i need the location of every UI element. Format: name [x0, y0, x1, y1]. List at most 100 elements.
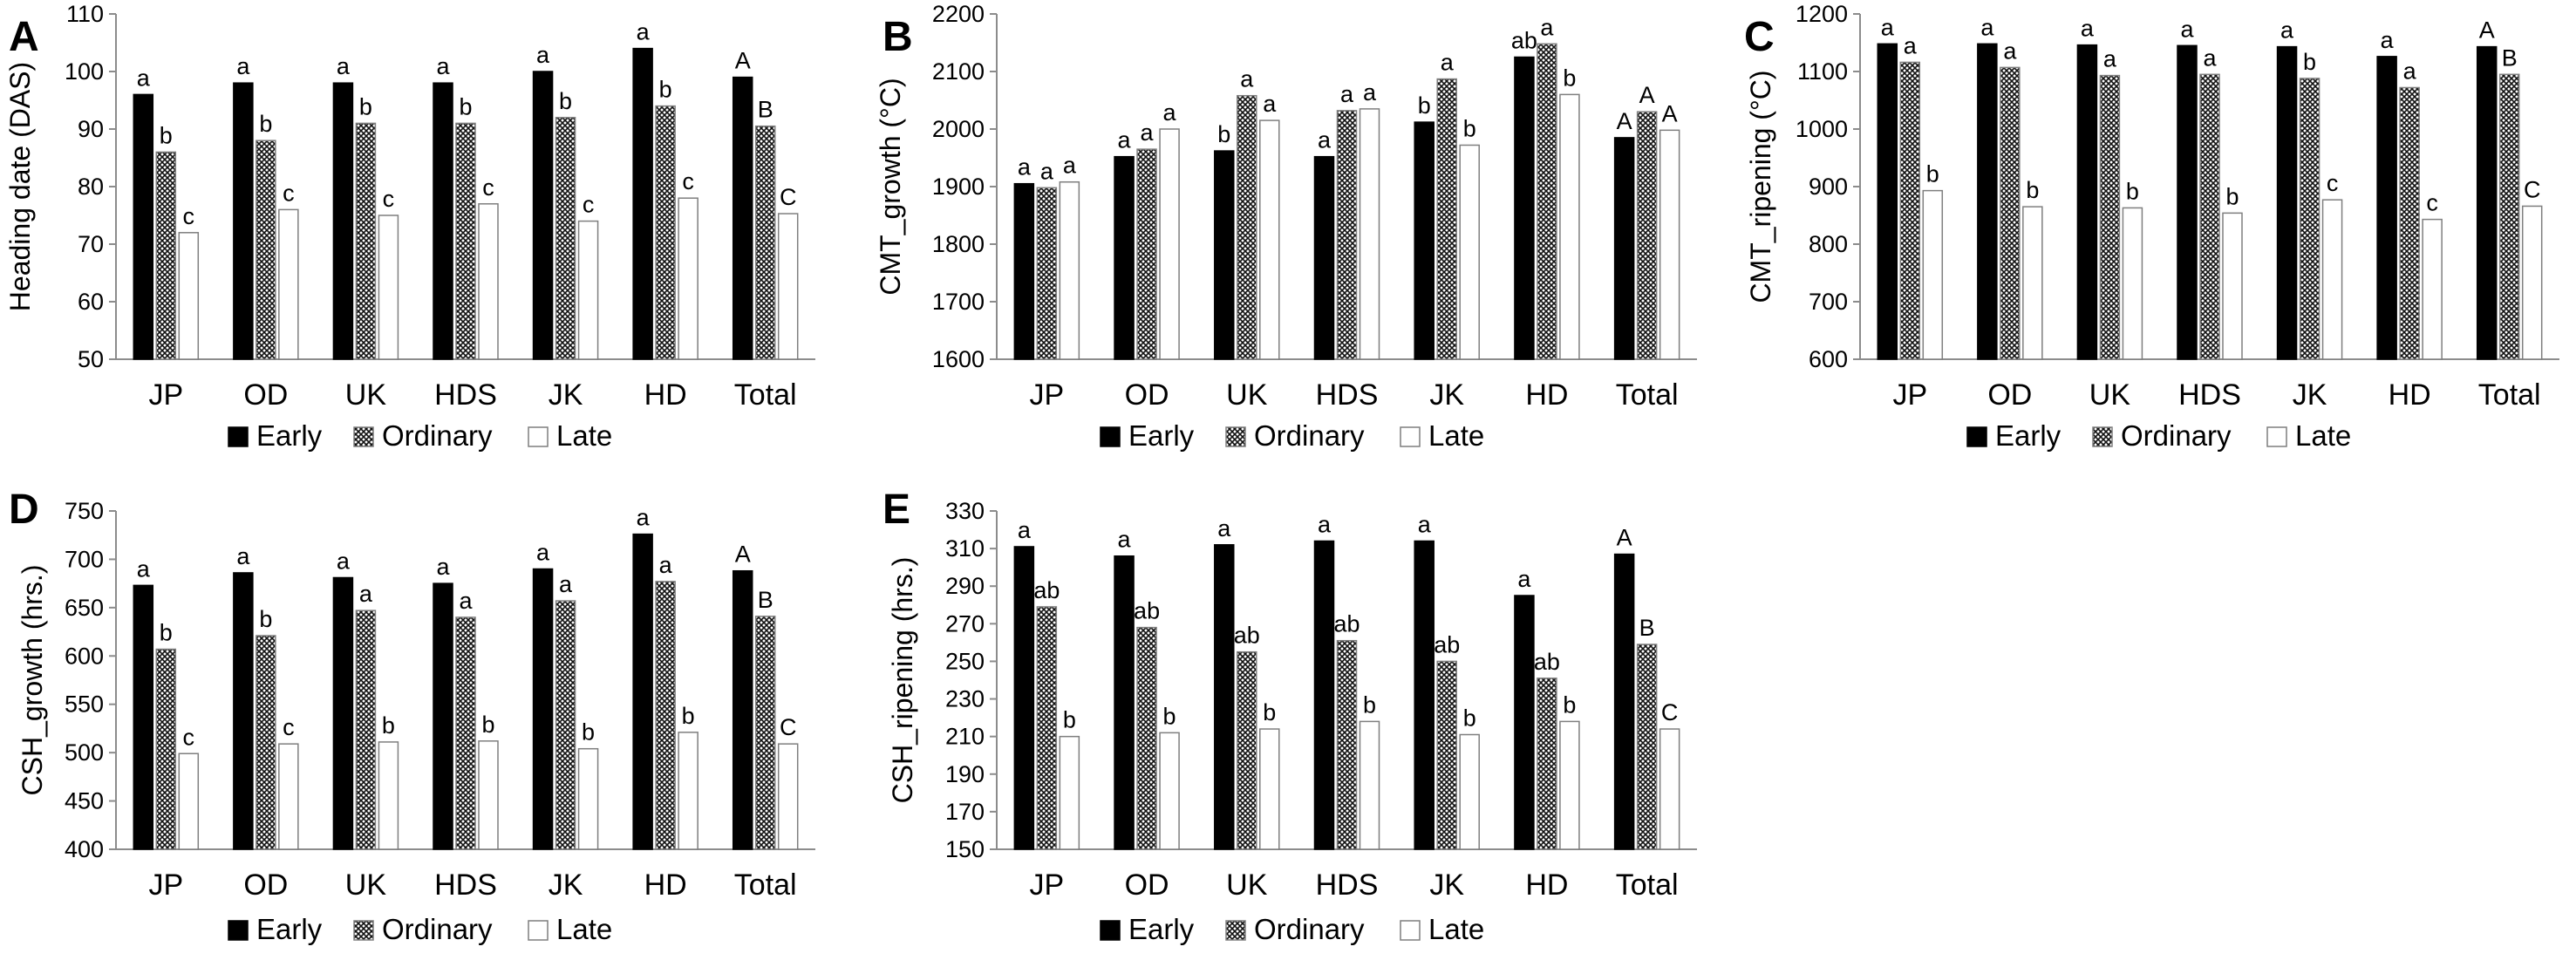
panel-d-y-tick-label: 450 [65, 788, 104, 814]
panel-c-category-label: Total [2478, 378, 2541, 412]
panel-c-bar-late [1922, 189, 1944, 360]
panel-e-category-label: JK [1429, 868, 1464, 902]
panel-e-significance-label: B [1639, 615, 1655, 641]
legend-label-early: Early [1128, 419, 1195, 452]
panel-d-bar-early [133, 584, 154, 850]
panel-a-bar-ordinary [355, 122, 377, 360]
panel-a-significance-label: b [659, 77, 672, 103]
panel-c-category-label: UK [2089, 378, 2131, 412]
panel-b-y-tick-label: 1900 [932, 174, 985, 200]
panel-b-bar-late [1259, 119, 1280, 360]
panel-e-bar-ordinary [1537, 678, 1557, 850]
legend-label-ordinary: Ordinary [382, 913, 493, 945]
panel-d-y-tick-label: 550 [65, 691, 104, 718]
panel-e-y-axis-title: CSH_ripening (hrs.) [887, 557, 918, 804]
panel-d-y-tick-label: 700 [65, 546, 104, 572]
legend-label-late: Late [556, 913, 612, 945]
panel-a-category-label: OD [243, 378, 288, 412]
legend-swatch-late [1400, 426, 1421, 447]
panel-e-bar-ordinary [1036, 606, 1058, 850]
panel-c-bar-late [2321, 199, 2343, 360]
panel-e-significance-label: ab [1534, 649, 1560, 675]
panel-a-significance-label: a [236, 53, 250, 79]
panel-b-bar-late [1459, 144, 1480, 360]
panel-b-significance-label: A [1639, 82, 1655, 108]
panel-a-bar-ordinary [455, 122, 476, 360]
legend-label-ordinary: Ordinary [1254, 913, 1365, 945]
panel-a-y-tick-label: 70 [78, 231, 104, 257]
panel-d-category-label: JK [549, 868, 583, 902]
panel-d-bar-late [178, 752, 200, 850]
panel-b-bar-late [1559, 93, 1580, 360]
panel-b-bar-late [1659, 129, 1680, 360]
panel-c-significance-label: C [2524, 176, 2541, 202]
panel-d-significance-label: b [382, 712, 395, 739]
panel-b-letter: B [883, 14, 913, 60]
panel-b-bar-late [1159, 128, 1180, 360]
panel-c-significance-label: a [1980, 14, 1994, 40]
legend-swatch-early [228, 920, 249, 941]
panel-d-significance-label: a [236, 543, 250, 569]
panel-d-significance-label: b [481, 712, 494, 738]
panel-b-significance-label: a [1040, 158, 1054, 184]
panel-a-significance-label: A [735, 48, 751, 74]
panel-e-significance-label: b [1263, 699, 1276, 725]
panel-a-significance-label: b [359, 93, 372, 119]
panel-e-bar-late [1459, 733, 1480, 850]
legend-swatch-ordinary [2092, 426, 2113, 447]
panel-c-y-tick-label: 1200 [1796, 1, 1848, 27]
panel-c-significance-label: c [2426, 190, 2438, 216]
panel-b-y-tick-label: 2200 [932, 1, 985, 27]
panel-e-y-tick-label: 270 [945, 610, 985, 637]
panel-a-significance-label: c [283, 180, 295, 206]
panel-a-significance-label: b [459, 93, 472, 119]
panel-b-category-label: HDS [1316, 378, 1379, 412]
panel-b-significance-label: a [1318, 127, 1332, 153]
panel-a-bar-late [378, 215, 399, 360]
panel-e-bar-ordinary [1237, 650, 1257, 850]
panel-c-y-tick-label: 700 [1809, 289, 1848, 315]
panel-d-bar-early [332, 576, 354, 850]
panel-a-significance-label: a [337, 53, 351, 79]
panel-b-y-tick-label: 2100 [932, 58, 985, 85]
legend-swatch-late [2266, 426, 2287, 447]
panel-d-significance-label: A [735, 541, 751, 568]
legend-label-ordinary: Ordinary [382, 419, 493, 452]
panel-d-bar-late [478, 740, 499, 850]
panel-a-bar-ordinary [155, 151, 177, 360]
panel-a-category-label: HD [644, 378, 687, 412]
panel-c-y-tick-label: 900 [1809, 174, 1848, 200]
panel-c-bar-ordinary [2299, 78, 2320, 360]
panel-c-significance-label: a [2403, 58, 2417, 84]
panel-b-bar-ordinary [1237, 94, 1257, 360]
panel-d-category-label: HDS [434, 868, 497, 902]
panel-e-significance-label: A [1617, 525, 1632, 551]
panel-c-significance-label: B [2502, 44, 2518, 71]
panel-c-significance-label: b [2026, 177, 2039, 203]
panel-a-y-tick-label: 50 [78, 346, 104, 372]
panel-b-significance-label: a [1540, 14, 1554, 40]
panel-c-significance-label: a [2081, 16, 2095, 42]
panel-d-significance-label: a [536, 540, 550, 566]
panel-e-bar-late [1159, 732, 1180, 850]
panel-b-significance-label: b [1418, 92, 1431, 119]
panel-a-significance-label: a [637, 19, 651, 45]
legend-swatch-early [1100, 920, 1121, 941]
legend-swatch-ordinary [1225, 920, 1246, 941]
panel-c-significance-label: A [2479, 17, 2495, 44]
panel-c-significance-label: a [2280, 17, 2294, 44]
panel-d-significance-label: B [758, 587, 773, 613]
panel-a-bar-late [278, 208, 299, 360]
panel-e-significance-label: ab [1434, 631, 1460, 657]
panel-b-significance-label: a [1163, 99, 1177, 126]
panel-b-significance-label: a [1263, 91, 1277, 117]
panel-a-significance-label: C [780, 184, 797, 210]
panel-b-bar-early [1013, 182, 1035, 360]
panel-d-y-tick-label: 650 [65, 595, 104, 621]
panel-a-bar-early [233, 82, 254, 360]
panel-e-bar-late [1259, 728, 1280, 850]
panel-e-y-tick-label: 170 [945, 799, 985, 825]
panel-c-significance-label: b [2225, 183, 2239, 209]
panel-d-significance-label: a [659, 552, 673, 578]
panel-b-bar-ordinary [1136, 148, 1157, 360]
